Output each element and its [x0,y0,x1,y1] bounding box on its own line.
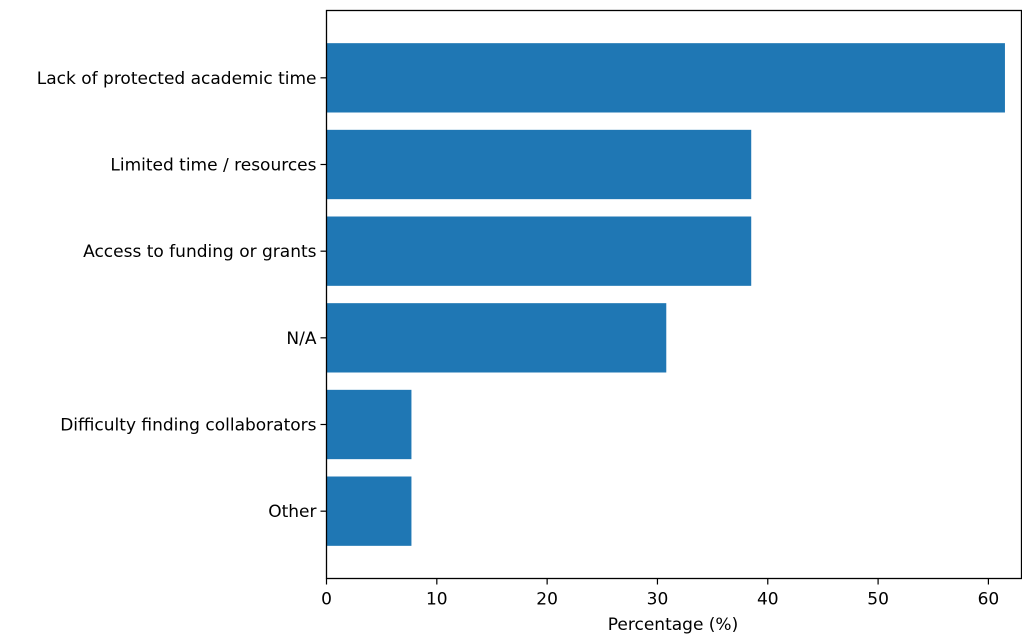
x-tick-label: 0 [321,590,332,610]
bar [326,129,752,200]
x-axis-ticks: 0 10 20 30 40 50 60 [321,578,1000,610]
category-labels: Lack of protected academic time Limited t… [37,69,327,522]
bar [326,216,752,286]
x-tick-label: 20 [536,590,558,610]
x-tick-label: 30 [647,590,669,610]
x-tick-label: 50 [867,590,889,610]
x-tick-label: 40 [757,590,779,610]
category-label: Other [268,502,316,522]
category-label: Difficulty finding collaborators [60,416,316,436]
category-label: Lack of protected academic time [37,69,317,89]
category-label: N/A [286,329,316,349]
bars [326,43,1005,546]
bar [326,389,412,460]
bar [326,43,1005,113]
category-label: Access to funding or grants [83,242,317,262]
category-label: Limited time / resources [110,156,316,176]
x-tick-label: 60 [978,590,1000,610]
x-axis-label: Percentage (%) [608,615,738,635]
bar [326,476,412,546]
x-tick-label: 10 [426,590,448,610]
bar [326,303,667,373]
